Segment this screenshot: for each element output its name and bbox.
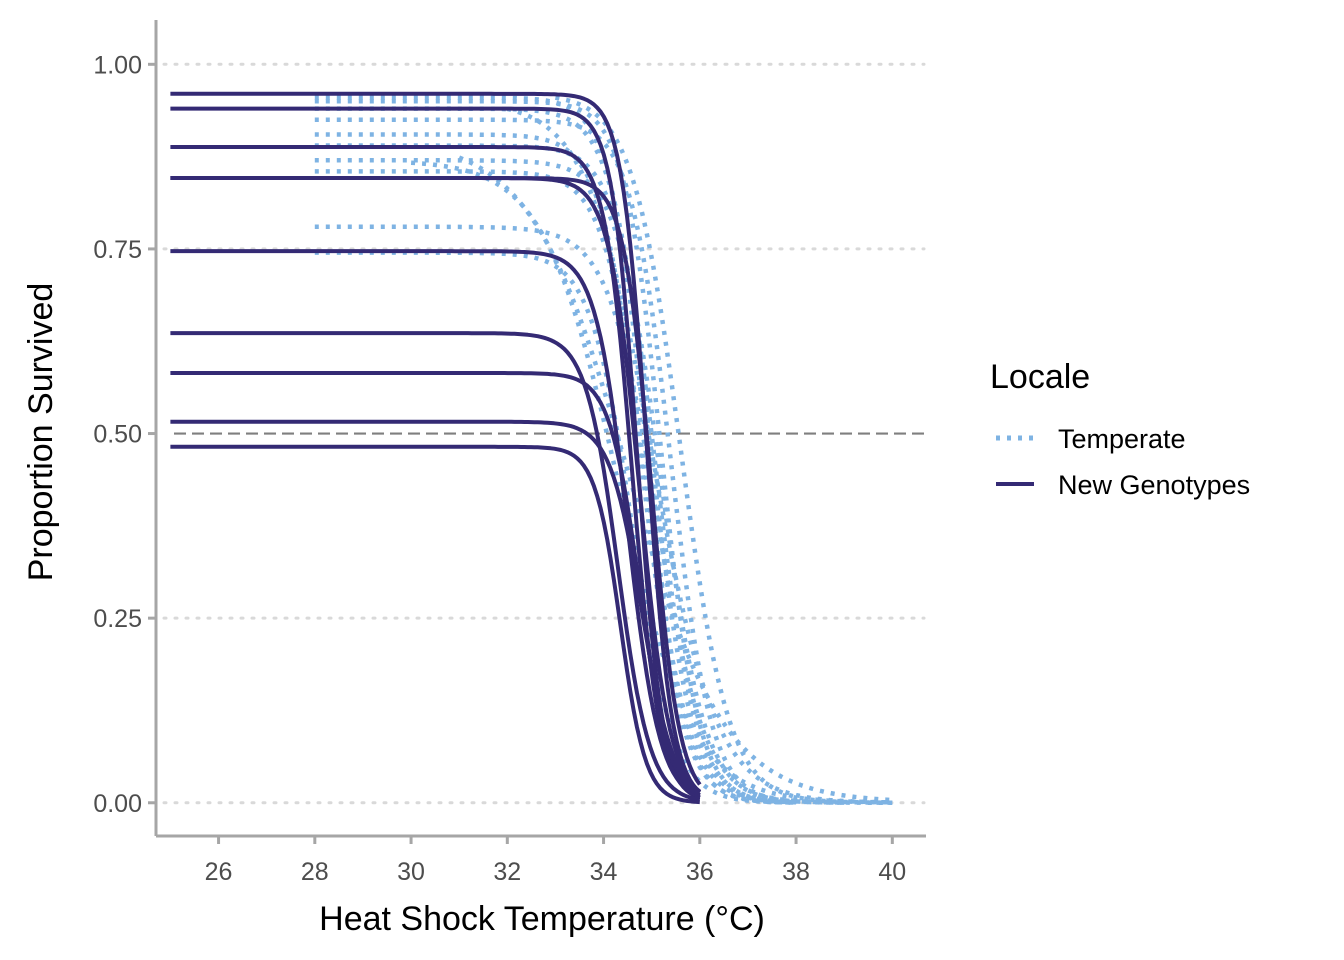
temperate-curve-11 [314,98,797,805]
x-tick-label-3: 32 [493,858,521,886]
temperate-curve-22 [506,106,893,805]
new-genotypes-curve-0 [170,91,702,794]
x-tick-label-6: 38 [782,858,810,886]
new-genotypes-curve-6 [170,331,701,802]
y-tick-label-2: 0.50 [93,421,142,449]
x-tick-label-4: 34 [590,858,618,886]
temperate-curve-14 [314,132,797,805]
x-axis-title: Heat Shock Temperature (°C) [319,900,765,938]
y-axis-title: Proportion Survived [22,283,60,582]
x-tick-label-0: 26 [205,858,233,886]
x-tick-label-1: 28 [301,858,329,886]
new-genotypes-curve-9 [170,444,700,805]
new-genotypes-curve-4 [170,176,702,794]
temperate-curve-17 [314,169,797,805]
legend: Locale Temperate New Genotypes [990,358,1250,500]
new-genotypes-curve-5 [170,249,701,799]
y-tick-label-4: 1.00 [93,51,142,79]
x-tick-label-5: 36 [686,858,714,886]
y-tick-label-3: 0.75 [93,236,142,264]
temperate-curve-12 [314,106,797,805]
legend-label-new-genotypes: New Genotypes [1058,470,1250,500]
x-tick-label-2: 30 [397,858,425,886]
new-genotypes-curve-8 [170,419,701,795]
legend-title: Locale [990,358,1090,396]
axes [148,20,926,844]
new-genotypes-curve-1 [170,106,701,800]
new-genotypes-series-layer [170,91,702,805]
legend-label-temperate: Temperate [1058,424,1186,454]
tick-labels: 0.00 0.25 0.50 0.75 1.00 26 28 30 32 34 36 38 40 [93,51,906,886]
temperate-curve-21 [458,155,893,803]
temperate-curve-13 [314,117,845,805]
x-tick-label-7: 40 [878,858,906,886]
y-tick-label-0: 0.00 [93,790,142,818]
temperate-curve-16 [314,158,845,805]
new-genotypes-curve-7 [170,371,701,797]
y-tick-label-1: 0.25 [93,605,142,633]
temperate-curve-10 [314,95,797,805]
